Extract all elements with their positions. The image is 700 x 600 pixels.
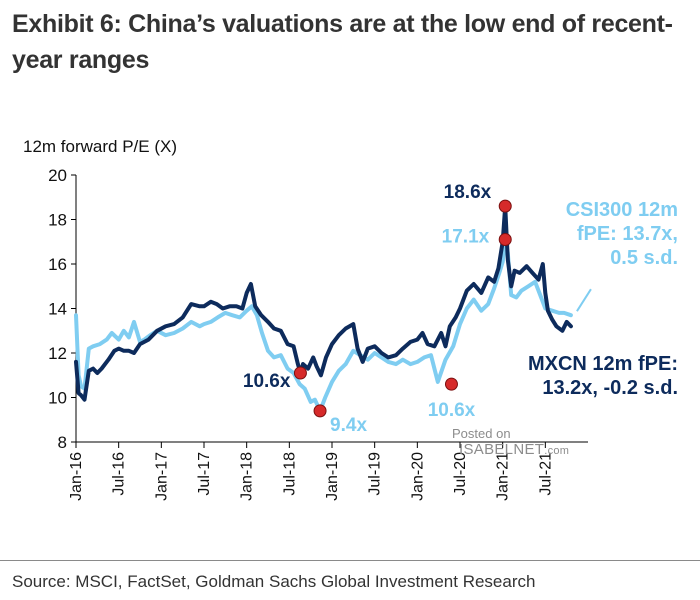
x-tick-label: Jan-17 bbox=[153, 452, 170, 501]
y-tick-label: 20 bbox=[48, 166, 67, 185]
x-tick-label: Jul-16 bbox=[111, 452, 128, 496]
highlight-marker bbox=[313, 404, 327, 418]
highlight-markers bbox=[293, 199, 512, 418]
y-tick-label: 10 bbox=[48, 389, 67, 408]
annotation-line: 0.5 s.d. bbox=[610, 247, 678, 269]
y-tick-label: 18 bbox=[48, 211, 67, 230]
mxcn-annotation: MXCN 12m fPE: 13.2x, -0.2 s.d. bbox=[528, 353, 678, 399]
annotation-leader-line bbox=[576, 288, 592, 312]
watermark-site-name: ISABELNET bbox=[459, 441, 545, 458]
highlight-value-label: 10.6x bbox=[428, 400, 476, 421]
x-tick-label: Jul-21 bbox=[537, 452, 554, 496]
csi300-annotation: CSI300 12m fPE: 13.7x, 0.5 s.d. bbox=[566, 199, 678, 269]
highlight-marker bbox=[444, 377, 458, 391]
watermark-site: ISABELNET.com bbox=[459, 441, 569, 458]
y-tick-label: 14 bbox=[48, 300, 67, 319]
y-tick-label: 16 bbox=[48, 255, 67, 274]
source-note: Source: MSCI, FactSet, Goldman Sachs Glo… bbox=[12, 572, 536, 591]
x-tick-label: Jul-17 bbox=[196, 452, 213, 496]
y-axis-label: 12m forward P/E (X) bbox=[23, 137, 177, 156]
annotation-line: fPE: 13.7x, bbox=[577, 223, 678, 245]
highlight-marker bbox=[293, 366, 307, 380]
highlight-value-label: 17.1x bbox=[442, 227, 490, 248]
series-lines bbox=[74, 204, 592, 413]
x-tick-label: Jul-19 bbox=[367, 452, 384, 496]
annotation-line: MXCN 12m fPE: bbox=[528, 353, 678, 375]
x-tick-label: Jul-18 bbox=[281, 452, 298, 496]
chart-axes: 8 10 12 14 16 18 20 Jan-16 Jul-16 Jan-17 Jul-17 Jan… bbox=[48, 166, 588, 501]
annotation-line: 13.2x, -0.2 s.d. bbox=[542, 377, 678, 399]
mxcn-series-line bbox=[74, 204, 573, 402]
pe-line-chart: 12m forward P/E (X) 8 10 12 14 16 18 20 Jan-16 J… bbox=[23, 137, 678, 501]
x-tick-label: Jan-19 bbox=[324, 452, 341, 501]
highlight-value-label: 18.6x bbox=[444, 182, 492, 203]
x-tick-label: Jan-21 bbox=[495, 452, 512, 501]
annotation-line: CSI300 12m bbox=[566, 199, 678, 221]
highlight-value-label: 10.6x bbox=[243, 371, 291, 392]
x-tick-label: Jan-16 bbox=[68, 452, 85, 501]
annotation-labels: 18.6x 17.1x 10.6x 9.4x 10.6x CSI300 12m fPE: 1… bbox=[243, 182, 678, 436]
watermark-posted-on: Posted on bbox=[452, 426, 511, 441]
footer-divider bbox=[0, 560, 700, 561]
chart-title: Exhibit 6: China’s valuations are at the… bbox=[12, 10, 673, 74]
y-tick-label: 8 bbox=[58, 433, 67, 452]
y-tick-label: 12 bbox=[48, 344, 67, 363]
csi300-series-line bbox=[74, 237, 573, 413]
x-tick-label: Jan-18 bbox=[239, 452, 256, 501]
watermark-site-suffix: .com bbox=[544, 445, 570, 457]
highlight-marker bbox=[498, 199, 512, 213]
x-tick-label: Jan-20 bbox=[409, 452, 426, 501]
highlight-marker bbox=[498, 233, 512, 247]
x-tick-label: Jul-20 bbox=[452, 452, 469, 496]
highlight-value-label: 9.4x bbox=[330, 415, 367, 436]
